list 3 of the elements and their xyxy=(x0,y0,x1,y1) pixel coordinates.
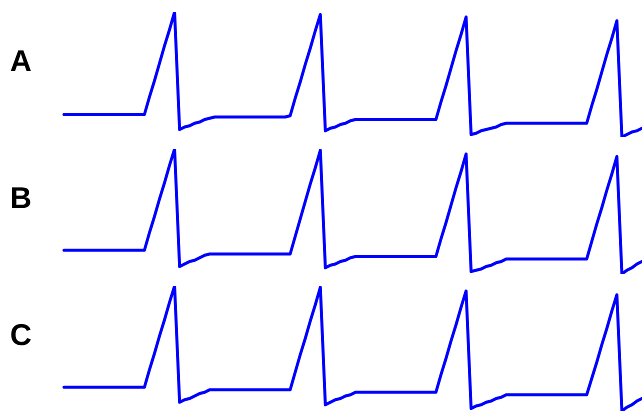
text: C xyxy=(10,319,32,353)
text: B xyxy=(10,182,32,216)
text: A xyxy=(10,45,32,79)
